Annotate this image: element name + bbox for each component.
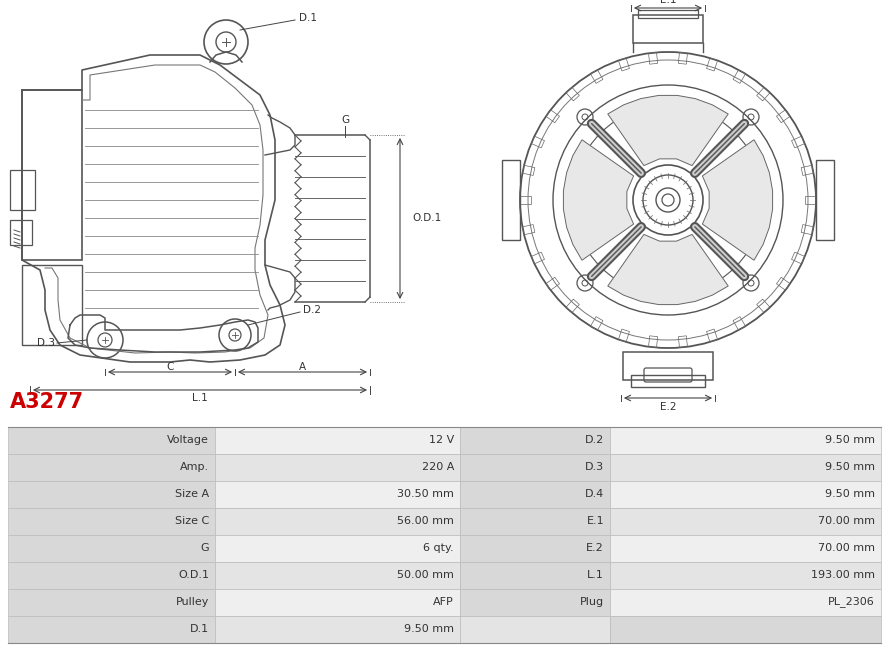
Text: 9.50 mm: 9.50 mm	[404, 624, 454, 634]
Polygon shape	[564, 139, 634, 260]
Bar	[8, 616, 215, 643]
Text: 193.00 mm: 193.00 mm	[811, 570, 875, 580]
Text: 56.00 mm: 56.00 mm	[397, 516, 454, 526]
Text: E.1: E.1	[660, 0, 677, 5]
Text: Size C: Size C	[175, 516, 209, 526]
Text: AFP: AFP	[433, 597, 454, 607]
Bar	[623, 352, 713, 380]
Bar	[610, 481, 881, 508]
Text: 9.50 mm: 9.50 mm	[825, 462, 875, 472]
Bar	[816, 160, 834, 240]
Bar	[610, 427, 881, 454]
Bar	[638, 10, 698, 18]
Text: G: G	[341, 115, 349, 125]
Bar	[610, 589, 881, 616]
Bar	[460, 589, 610, 616]
Bar	[8, 589, 215, 616]
Text: Size A: Size A	[175, 489, 209, 499]
Bar	[610, 535, 881, 562]
Text: D.3: D.3	[37, 338, 55, 348]
Bar	[8, 562, 215, 589]
Text: E.2: E.2	[586, 543, 604, 553]
Text: D.1: D.1	[299, 13, 317, 23]
Text: O.D.1: O.D.1	[412, 213, 441, 223]
Bar	[460, 616, 610, 643]
Bar	[10, 170, 35, 210]
Bar	[502, 160, 520, 240]
Polygon shape	[702, 139, 773, 260]
Bar	[8, 427, 215, 454]
Bar	[8, 481, 215, 508]
Text: E.1: E.1	[587, 516, 604, 526]
Bar	[460, 427, 610, 454]
Bar	[8, 508, 215, 535]
Text: L.1: L.1	[587, 570, 604, 580]
Text: Plug: Plug	[580, 597, 604, 607]
Bar	[10, 220, 32, 245]
Bar	[215, 616, 460, 643]
Bar	[215, 454, 460, 481]
Text: 12 V: 12 V	[428, 435, 454, 445]
Bar	[610, 454, 881, 481]
Text: G: G	[200, 543, 209, 553]
Text: A: A	[299, 362, 306, 372]
Bar	[215, 562, 460, 589]
Bar	[215, 427, 460, 454]
Bar	[215, 508, 460, 535]
Bar	[22, 90, 82, 260]
Bar	[8, 454, 215, 481]
Bar	[460, 562, 610, 589]
Bar	[633, 15, 703, 43]
Text: L.1: L.1	[192, 393, 208, 403]
Bar	[610, 616, 881, 643]
Text: D.4: D.4	[585, 489, 604, 499]
Bar	[460, 454, 610, 481]
Polygon shape	[608, 234, 728, 305]
Text: D.2: D.2	[585, 435, 604, 445]
Bar	[631, 375, 705, 387]
Text: 6 qty.: 6 qty.	[423, 543, 454, 553]
Bar	[215, 535, 460, 562]
Bar	[460, 535, 610, 562]
Bar	[610, 508, 881, 535]
Bar	[460, 481, 610, 508]
Text: PL_2306: PL_2306	[829, 597, 875, 607]
Text: E.2: E.2	[660, 402, 677, 412]
Text: C: C	[166, 362, 173, 372]
Text: 70.00 mm: 70.00 mm	[818, 516, 875, 526]
Bar	[215, 589, 460, 616]
Text: 9.50 mm: 9.50 mm	[825, 435, 875, 445]
Bar	[215, 481, 460, 508]
Text: 220 A: 220 A	[421, 462, 454, 472]
Text: Amp.: Amp.	[180, 462, 209, 472]
Text: 50.00 mm: 50.00 mm	[397, 570, 454, 580]
Bar	[610, 562, 881, 589]
Text: A3277: A3277	[10, 392, 84, 412]
Bar	[460, 508, 610, 535]
Text: D.2: D.2	[303, 305, 321, 315]
Text: D.3: D.3	[585, 462, 604, 472]
Text: Pulley: Pulley	[176, 597, 209, 607]
Polygon shape	[608, 95, 728, 166]
Text: O.D.1: O.D.1	[178, 570, 209, 580]
Bar	[8, 535, 215, 562]
Text: 9.50 mm: 9.50 mm	[825, 489, 875, 499]
Text: 30.50 mm: 30.50 mm	[397, 489, 454, 499]
Text: 70.00 mm: 70.00 mm	[818, 543, 875, 553]
Text: Voltage: Voltage	[167, 435, 209, 445]
Bar	[22, 265, 82, 345]
Text: D.1: D.1	[190, 624, 209, 634]
